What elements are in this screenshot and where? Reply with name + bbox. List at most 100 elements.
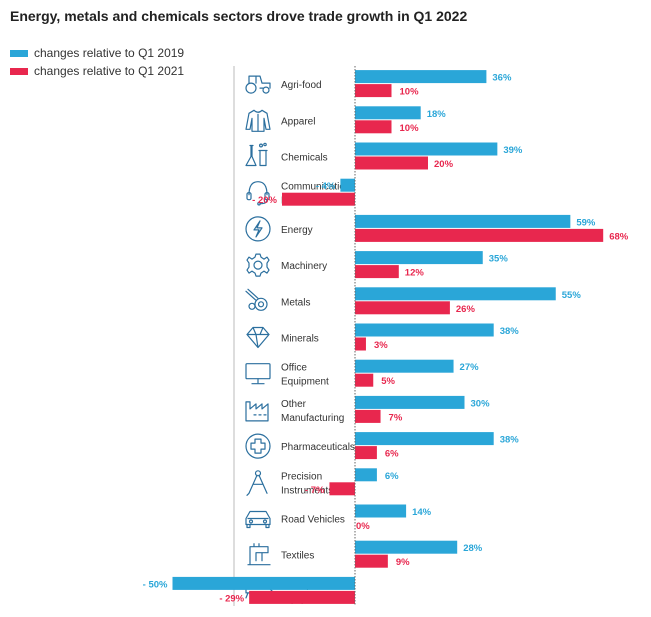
metal-coil-icon — [245, 288, 268, 311]
value-label-2021: - 7% — [305, 485, 325, 496]
medical-cross-icon — [245, 433, 271, 459]
value-label-2019: - 50% — [143, 579, 168, 590]
category-row-communication-equipment: CommunicationEquipment- 4%- 20% — [246, 178, 355, 207]
category-label: Energy — [281, 225, 313, 236]
bar-2019 — [355, 142, 498, 156]
bar-2021 — [329, 482, 355, 496]
bar-2021 — [355, 301, 450, 315]
bar-2019 — [355, 106, 421, 120]
value-label-2021: 10% — [400, 123, 420, 134]
chart-title: Energy, metals and chemicals sectors dro… — [10, 8, 468, 24]
legend-item-2021: changes relative to Q1 2021 — [10, 64, 184, 78]
flask-icon — [245, 142, 268, 167]
category-label: Pharmaceuticals — [281, 442, 355, 453]
value-label-2021: 6% — [385, 449, 399, 460]
monitor-icon — [245, 363, 271, 385]
bar-2021 — [355, 337, 366, 351]
value-label-2019: 30% — [471, 398, 491, 409]
bar-2021 — [249, 590, 355, 604]
category-label: Machinery — [281, 261, 327, 272]
gem-icon — [246, 326, 270, 349]
legend-label-2021: changes relative to Q1 2021 — [34, 64, 185, 78]
category-label: Office Equipment — [281, 363, 329, 388]
category-row-agri-food: Agri-food 36% 10% — [245, 70, 512, 98]
category-row-apparel: Apparel 18% 10% — [245, 106, 447, 134]
jacket-icon — [245, 109, 271, 132]
category-row-office-equipment: Office Equipment 27% 5% — [245, 359, 480, 388]
bar-2019 — [172, 576, 355, 590]
bar-2019 — [355, 540, 458, 554]
value-label-2021: 10% — [400, 87, 420, 98]
bar-2019 — [355, 395, 465, 409]
category-label: Other Manufacturing — [281, 399, 344, 424]
value-label-2021: 26% — [456, 304, 476, 315]
category-row-precision-instruments: Precision Instruments 6% - 7% — [246, 468, 399, 496]
value-label-2019: 18% — [427, 109, 447, 120]
value-label-2019: 14% — [412, 507, 432, 518]
bar-2021 — [355, 554, 388, 568]
category-row-minerals: Minerals 38% 3% — [246, 323, 519, 351]
category-row-textiles: Textiles 28% 9% — [247, 540, 483, 568]
bar-2019 — [355, 504, 407, 518]
lightning-icon — [245, 216, 271, 242]
category-label: Textiles — [281, 551, 314, 562]
bar-2021 — [355, 373, 374, 387]
category-row-road-vehicles: Road Vehicles 14% 0% — [245, 504, 432, 532]
category-label: Road Vehicles — [281, 515, 345, 526]
value-label-2019: - 4% — [316, 181, 336, 192]
bar-2021 — [355, 265, 399, 279]
value-label-2021: 9% — [396, 557, 410, 568]
legend-swatch-2019 — [10, 49, 28, 57]
legend-swatch-2021 — [10, 67, 28, 75]
value-label-2021: 3% — [374, 340, 388, 351]
category-row-energy: Energy 59% 68% — [245, 214, 629, 242]
bar-2019 — [355, 359, 454, 373]
bar-2019 — [340, 178, 355, 192]
legend-label-2019: changes relative to Q1 2019 — [34, 46, 185, 60]
bar-2019 — [355, 251, 483, 265]
category-row-machinery: Machinery 35% 12% — [246, 251, 509, 279]
value-label-2019: 36% — [492, 73, 512, 84]
category-label: Apparel — [281, 116, 315, 127]
category-label: Precision Instruments — [281, 471, 333, 496]
category-row-transport-equipment: TransportEquipment- 50%- 29% — [143, 576, 355, 605]
category-label: Chemicals — [281, 153, 328, 164]
bar-2021 — [355, 446, 377, 460]
sewing-machine-icon — [247, 543, 271, 566]
bar-2021 — [355, 228, 604, 242]
category-row-other-manufacturing: Other Manufacturing 30% 7% — [245, 395, 491, 424]
value-label-2021: 0% — [356, 521, 370, 532]
value-label-2021: 12% — [405, 268, 425, 279]
factory-icon — [245, 401, 269, 422]
value-label-2019: 27% — [460, 362, 480, 373]
legend-item-2019: changes relative to Q1 2019 — [10, 46, 184, 60]
category-label: Metals — [281, 297, 310, 308]
value-label-2021: - 20% — [252, 195, 277, 206]
category-label: Minerals — [281, 334, 319, 345]
value-label-2021: 7% — [389, 412, 403, 423]
headset-icon — [246, 181, 270, 206]
value-label-2019: 38% — [500, 435, 520, 446]
value-label-2019: 55% — [562, 290, 582, 301]
value-label-2021: 68% — [609, 231, 629, 242]
value-label-2019: 35% — [489, 254, 509, 265]
value-label-2019: 39% — [503, 145, 523, 156]
value-label-2019: 59% — [576, 217, 596, 228]
category-row-metals: Metals 55% 26% — [245, 287, 582, 315]
bar-2021 — [282, 192, 355, 206]
bar-2019 — [355, 323, 494, 337]
bar-2019 — [355, 287, 556, 301]
value-label-2021: 20% — [434, 159, 454, 170]
value-label-2019: 28% — [463, 543, 483, 554]
bar-2019 — [355, 432, 494, 446]
compass-icon — [246, 470, 268, 496]
bar-2019 — [355, 70, 487, 84]
bar-2021 — [355, 120, 392, 134]
bar-2019 — [355, 214, 571, 228]
car-icon — [245, 510, 271, 529]
value-label-2021: 5% — [381, 376, 395, 387]
value-label-2019: 6% — [385, 471, 399, 482]
category-row-pharmaceuticals: Pharmaceuticals 38% 6% — [245, 432, 520, 460]
gear-icon — [246, 253, 270, 277]
